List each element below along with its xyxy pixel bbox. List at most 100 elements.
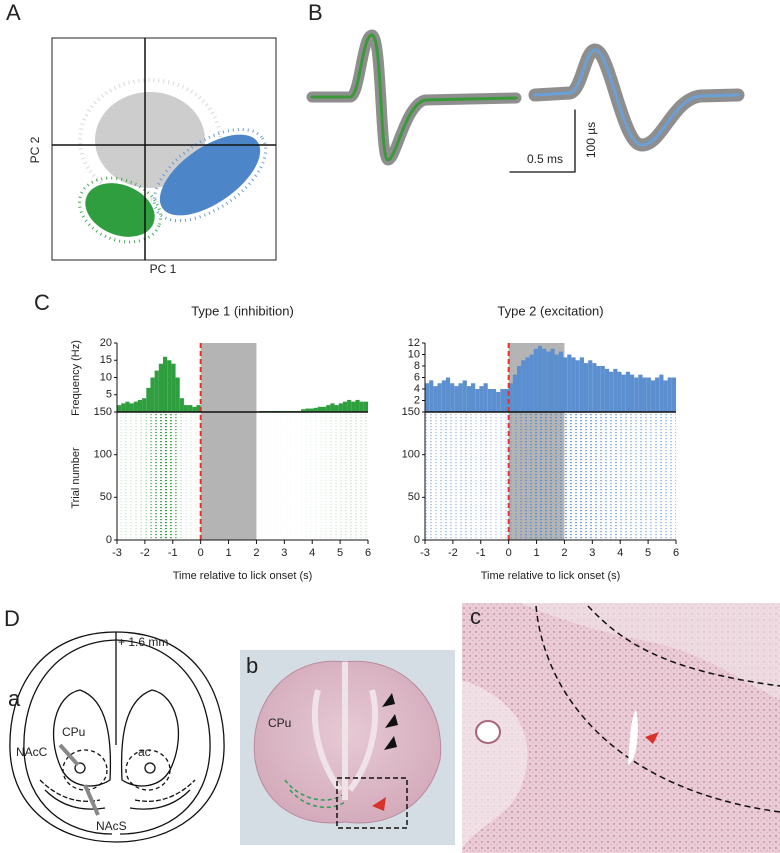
hist-bar — [137, 399, 143, 412]
hist-bar — [163, 356, 168, 412]
hist-bar — [546, 351, 551, 412]
raster-column — [150, 412, 155, 540]
raster-column — [163, 412, 168, 540]
hist-bar — [558, 351, 564, 412]
raster-column — [137, 412, 143, 540]
hist-bar — [125, 401, 130, 412]
hist-bar — [542, 348, 547, 412]
hist-bar — [508, 383, 513, 412]
raster-column — [617, 412, 622, 540]
x-tick-label: 1 — [225, 547, 231, 559]
raster-column — [579, 412, 584, 540]
raster-column — [129, 412, 134, 540]
x-axis-label: Time relative to lick onset (s) — [481, 570, 621, 582]
raster-column — [483, 412, 488, 540]
x-tick-label: -1 — [476, 547, 486, 559]
raster-column — [546, 412, 551, 540]
x-tick-label: 1 — [533, 547, 539, 559]
raster-column — [521, 412, 526, 540]
histology-b — [240, 650, 455, 845]
hist-bar — [117, 405, 122, 412]
hist-bar — [462, 380, 467, 412]
y-tick-label: 20 — [100, 337, 112, 349]
raster-column — [663, 412, 668, 540]
raster-column — [512, 412, 518, 540]
raster-column — [462, 412, 467, 540]
x-tick-label: 2 — [561, 547, 567, 559]
hist-bar — [500, 389, 505, 412]
hist-bar — [454, 386, 459, 412]
raster-column — [330, 412, 335, 540]
hist-bar — [429, 380, 434, 412]
raster-column — [142, 412, 147, 540]
y-tick-label: 2 — [414, 394, 420, 406]
raster-column — [567, 412, 572, 540]
raster-column — [433, 412, 438, 540]
raster-column — [309, 412, 314, 540]
histology-c — [462, 603, 780, 853]
raster-column — [351, 412, 356, 540]
raster-column — [542, 412, 547, 540]
region-label: CPu — [62, 725, 85, 739]
raster-column — [613, 412, 618, 540]
raster-column — [301, 412, 306, 540]
x-tick-label: -3 — [112, 547, 122, 559]
panel-label: A — [6, 0, 21, 25]
hist-bar — [634, 377, 639, 412]
hist-bar — [604, 368, 610, 412]
hist-bar — [596, 366, 601, 412]
raster-column — [667, 412, 672, 540]
hist-bar — [588, 360, 593, 412]
y-tick-label: 4 — [414, 383, 420, 395]
hist-bar — [517, 366, 522, 412]
hist-bar — [479, 386, 484, 412]
hist-bar — [609, 371, 614, 412]
hist-bar — [571, 357, 576, 412]
raster-column — [326, 412, 331, 540]
hist-bar — [567, 354, 572, 412]
hist-bar — [671, 377, 676, 412]
y-tick-label: 12 — [408, 337, 420, 349]
panel-label: b — [246, 653, 258, 678]
x-tick-label: 4 — [309, 547, 315, 559]
raster-column — [117, 412, 122, 540]
hist-bar — [146, 387, 151, 412]
raster-column — [563, 412, 568, 540]
x-tick-label: 6 — [673, 547, 679, 559]
hist-bar — [504, 389, 509, 412]
hist-bar — [321, 406, 327, 412]
raster-column — [609, 412, 614, 540]
chart-title: Type 2 (excitation) — [497, 303, 603, 318]
hist-bar — [437, 383, 442, 412]
raster-column — [634, 412, 639, 540]
hist-bar — [441, 380, 446, 412]
y-tick-label: 50 — [100, 491, 112, 503]
hist-bar — [313, 407, 318, 412]
x-axis-label: Time relative to lick onset (s) — [173, 570, 313, 582]
hist-bar — [471, 383, 476, 412]
hist-bar — [642, 377, 647, 412]
hist-bar — [613, 368, 618, 412]
hist-bar — [663, 380, 668, 412]
hist-bar — [575, 360, 580, 412]
chart-title: Type 1 (inhibition) — [191, 303, 294, 318]
hist-bar — [475, 389, 480, 412]
y-axis-label: Frequency (Hz) — [70, 340, 82, 416]
hist-bar — [646, 377, 651, 412]
raster-column — [317, 412, 322, 540]
raster-column — [500, 412, 505, 540]
hist-bar — [583, 363, 589, 412]
y-tick-label: 10 — [408, 348, 420, 360]
region-label: NAcC — [16, 745, 48, 759]
hist-bar — [359, 401, 364, 412]
raster-column — [458, 412, 463, 540]
raster-column — [592, 412, 597, 540]
hist-bar — [450, 383, 455, 412]
raster-column — [188, 412, 193, 540]
raster-column — [525, 412, 530, 540]
raster-column — [183, 412, 189, 540]
y-tick-label: 0 — [414, 534, 420, 546]
raster-column — [363, 412, 368, 540]
